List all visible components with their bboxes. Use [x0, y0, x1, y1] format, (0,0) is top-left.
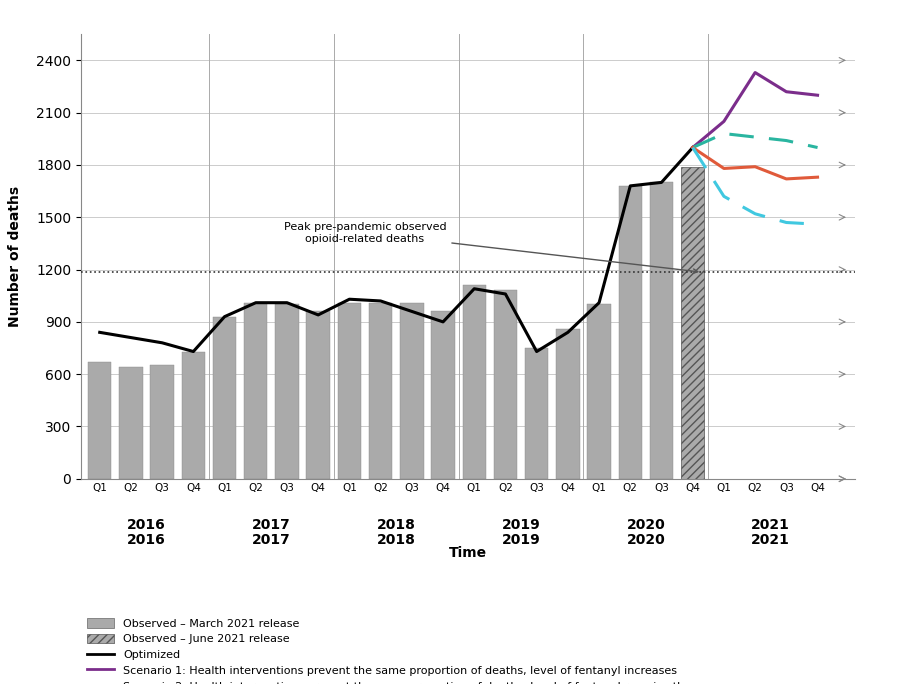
Text: 2018: 2018	[377, 533, 416, 547]
X-axis label: Time: Time	[449, 546, 487, 560]
Bar	[588, 304, 611, 479]
Text: 2017: 2017	[252, 533, 291, 547]
Text: 2018: 2018	[377, 518, 416, 531]
Text: 2020: 2020	[626, 533, 665, 547]
Bar	[618, 186, 642, 479]
Bar	[650, 183, 673, 479]
Bar	[338, 303, 361, 479]
Text: 2016: 2016	[127, 518, 166, 531]
Bar	[150, 365, 174, 479]
Bar	[556, 329, 580, 479]
Bar	[400, 303, 424, 479]
Bar	[369, 303, 392, 479]
Bar	[244, 303, 267, 479]
Legend: Observed – March 2021 release, Observed – June 2021 release, Optimized, Scenario: Observed – March 2021 release, Observed …	[86, 618, 725, 684]
Text: 2019: 2019	[501, 533, 540, 547]
Bar	[525, 348, 548, 479]
Bar	[681, 167, 705, 479]
Y-axis label: Number of deaths: Number of deaths	[8, 186, 22, 327]
Text: 2020: 2020	[626, 518, 665, 531]
Bar	[88, 362, 112, 479]
Bar	[213, 317, 237, 479]
Bar	[307, 311, 330, 479]
Text: 2016: 2016	[127, 533, 166, 547]
Bar	[119, 367, 142, 479]
Bar	[494, 291, 518, 479]
Bar	[431, 311, 454, 479]
Text: 2021: 2021	[752, 518, 790, 531]
Text: 2021: 2021	[752, 533, 790, 547]
Text: 2019: 2019	[501, 518, 540, 531]
Bar	[275, 304, 299, 479]
Bar	[463, 285, 486, 479]
Text: Peak pre-pandemic observed
opioid-related deaths: Peak pre-pandemic observed opioid-relate…	[284, 222, 698, 274]
Bar	[182, 352, 205, 479]
Text: 2017: 2017	[252, 518, 291, 531]
